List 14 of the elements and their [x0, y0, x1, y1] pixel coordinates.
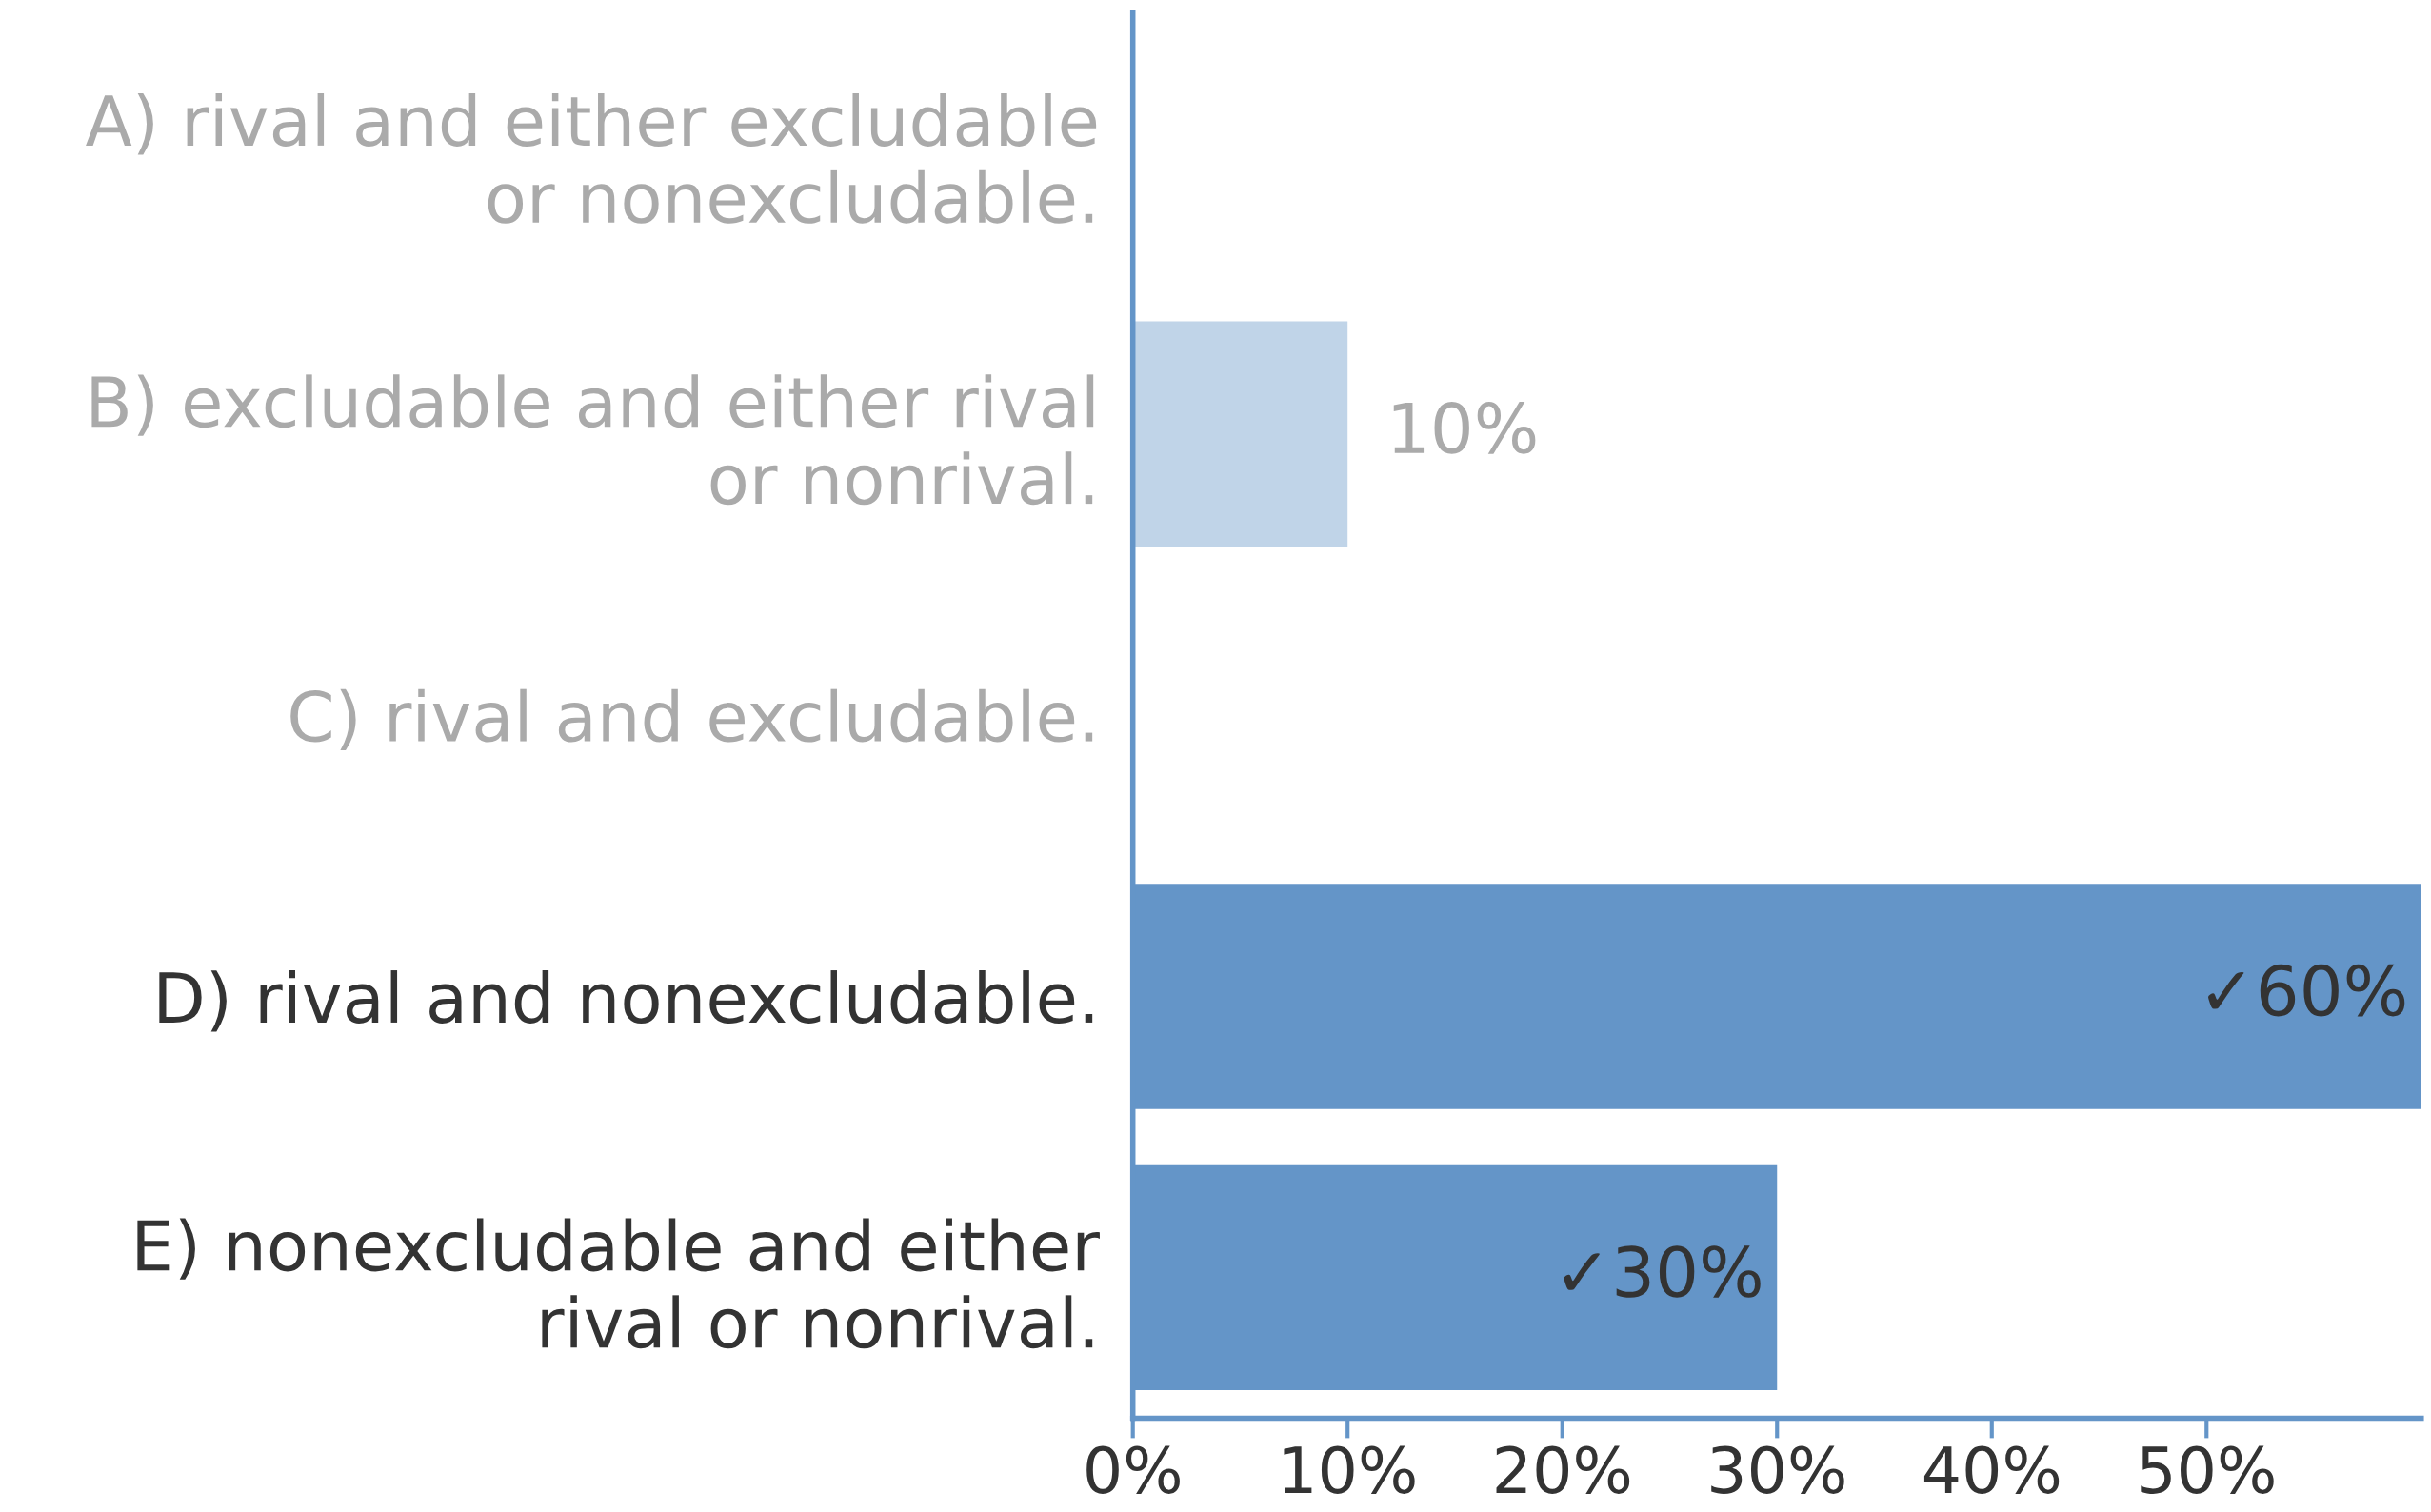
x-tick-label: 20% — [1496, 1445, 1630, 1494]
y-tick-label: C) rival and excludable. — [290, 688, 1093, 751]
y-tick-label: E) nonexcludable and either rival or nonrival. — [137, 1218, 1100, 1349]
x-tick-label: 0% — [1086, 1445, 1180, 1494]
x-tick-label: 50% — [2141, 1445, 2274, 1494]
x-tick-label: 10% — [1284, 1445, 1415, 1494]
data-label: 10% — [1393, 402, 1536, 454]
y-tick-label: D) rival and nonexcludable. — [159, 970, 1093, 1032]
y-tick-label: B) excludable and either rival or nonrival. — [91, 374, 1094, 506]
x-tick-label: 40% — [1923, 1445, 2060, 1494]
data-label: ✓60% — [2208, 964, 2405, 1017]
data-label: ✓30% — [1564, 1245, 1761, 1298]
x-tick-label: 30% — [1711, 1445, 1844, 1494]
y-tick-label: A) rival and either excludable or nonexcludable. — [86, 93, 1097, 224]
